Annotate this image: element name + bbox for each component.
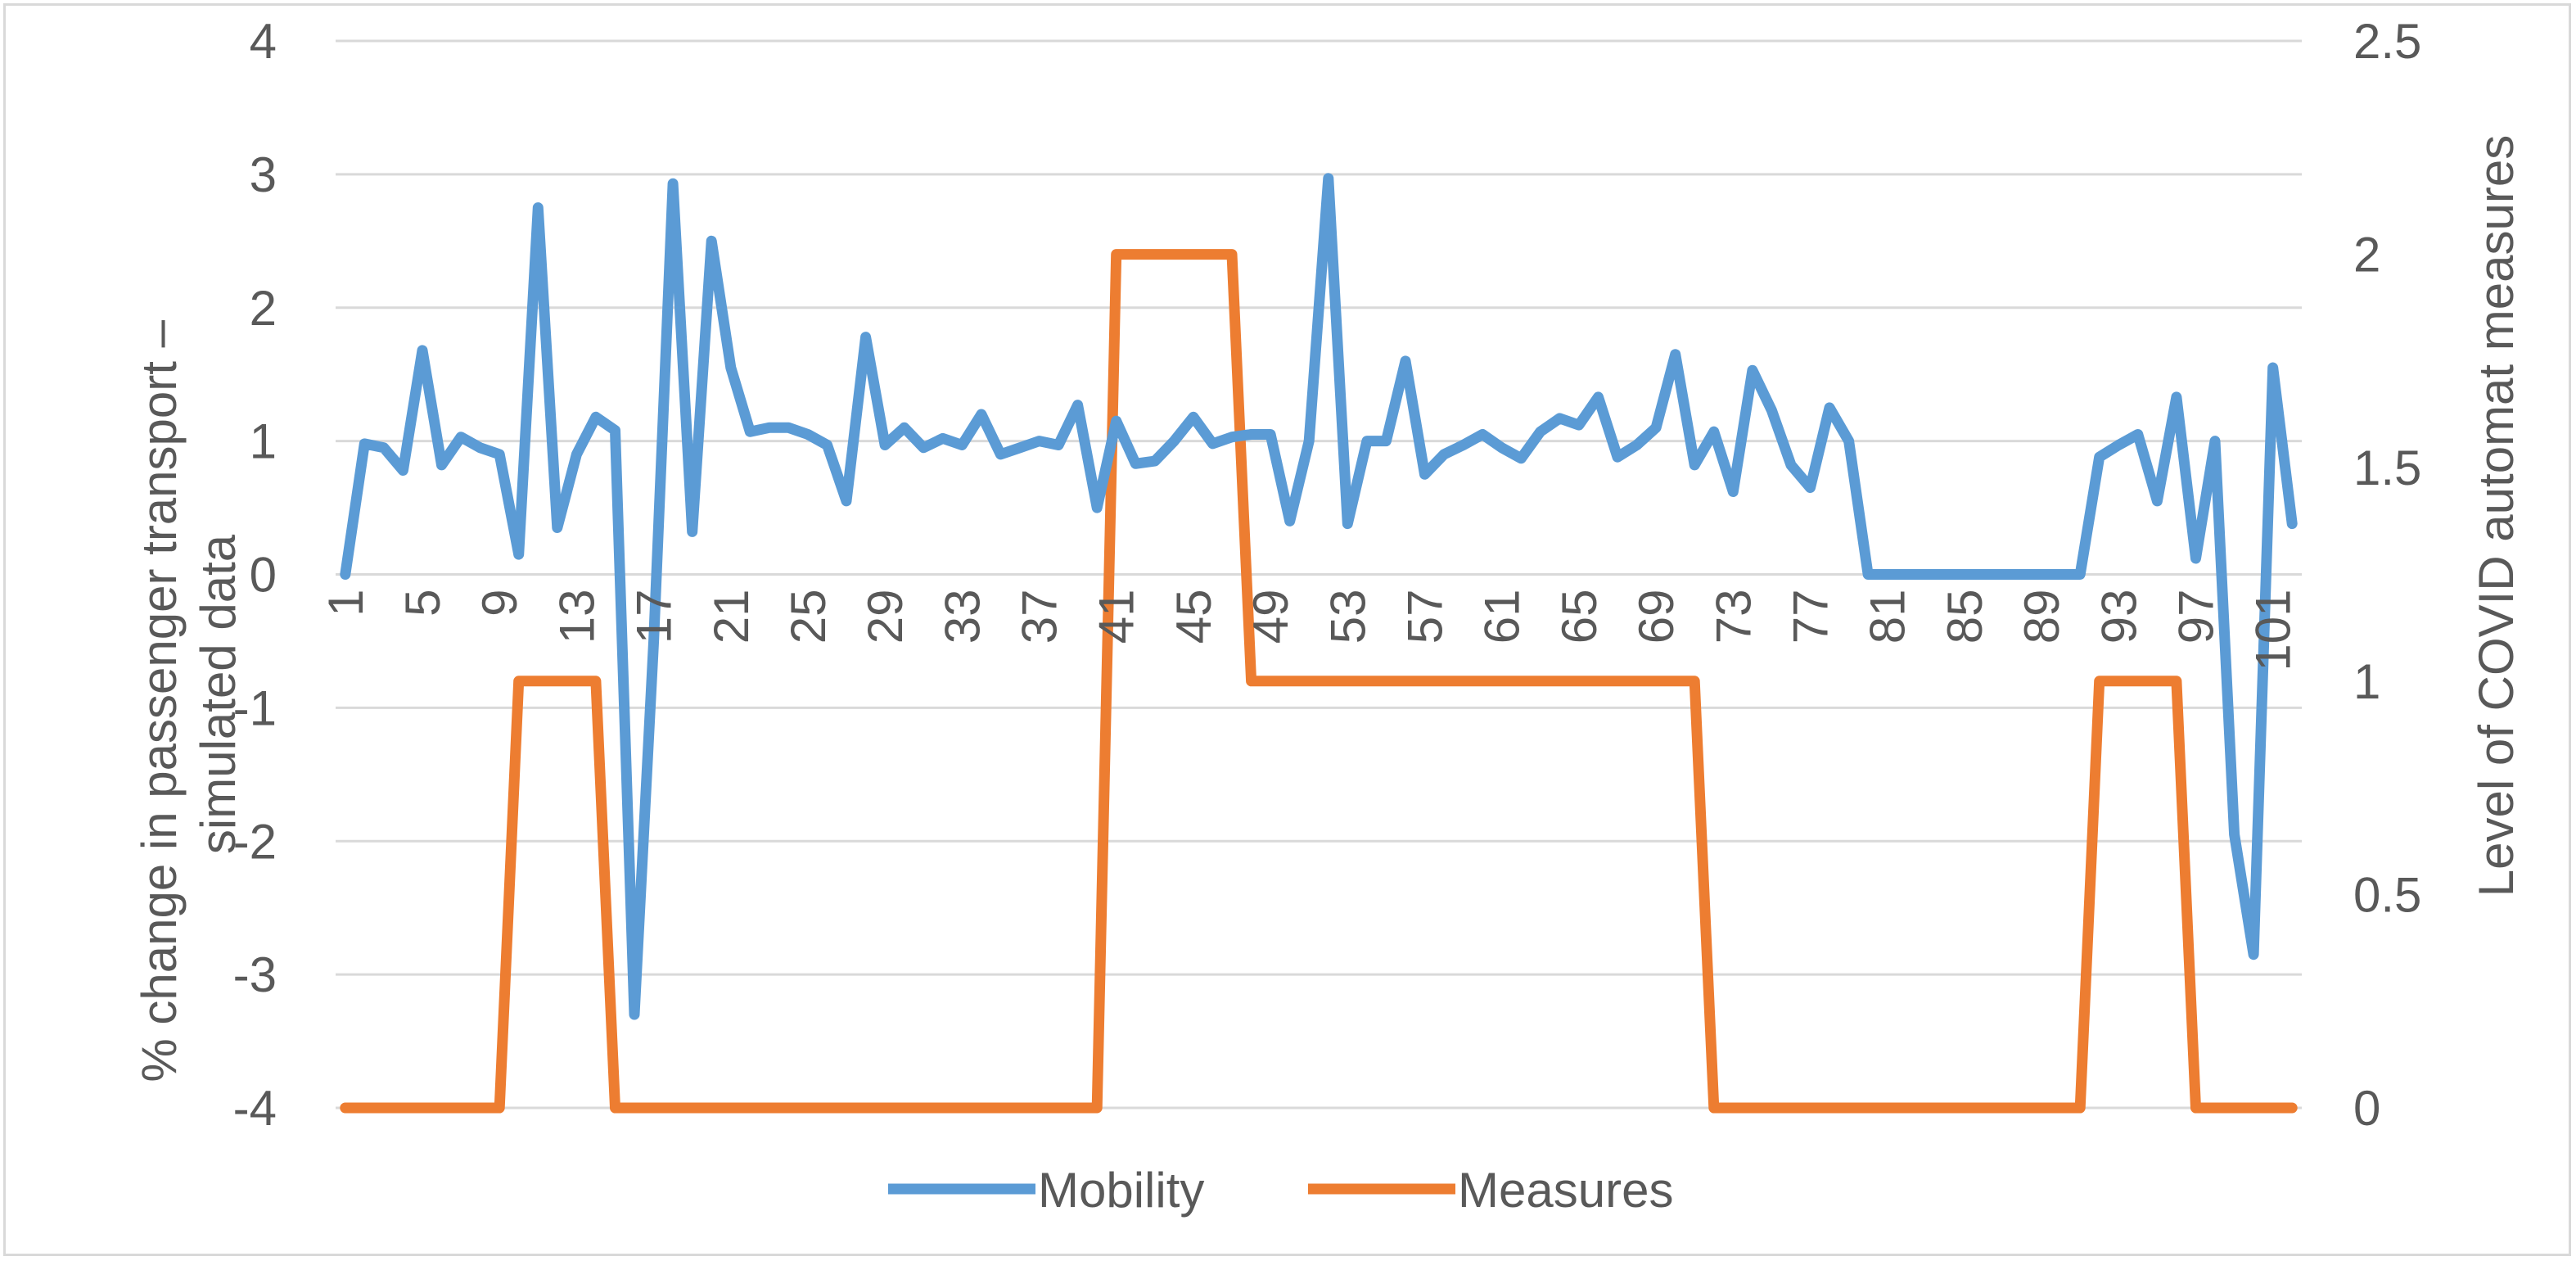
x-tick-label: 53 xyxy=(1320,590,1375,644)
y2-axis-ticks: 2.5 2 1.5 1 0.5 0 xyxy=(2353,14,2421,1136)
series-lines xyxy=(340,173,2298,1114)
series-line-mobility xyxy=(340,173,2298,1020)
legend: Mobility Measures xyxy=(888,1163,1673,1218)
y2-tick-label: 0 xyxy=(2353,1081,2380,1136)
y2-tick-label: 1.5 xyxy=(2353,441,2421,495)
y2-tick-label: 2.5 xyxy=(2353,14,2421,69)
x-tick-label: 45 xyxy=(1166,590,1221,644)
x-tick-label: 93 xyxy=(2091,590,2146,644)
x-tick-label: 25 xyxy=(781,589,836,644)
y-tick-label: 4 xyxy=(250,14,277,69)
x-tick-label: 57 xyxy=(1398,590,1453,644)
x-tick-label: 37 xyxy=(1013,590,1067,644)
x-tick-label: 77 xyxy=(1784,590,1838,644)
x-tick-label: 69 xyxy=(1629,590,1684,644)
x-tick-label: 73 xyxy=(1706,590,1761,644)
y-tick-label: 0 xyxy=(250,548,277,603)
y2-tick-label: 1 xyxy=(2353,654,2380,709)
y-axis-title-line-1: % change in passenger transport – xyxy=(132,319,187,1082)
y-axis-title: % change in passenger transport – simula… xyxy=(132,306,246,1082)
x-tick-label: 49 xyxy=(1243,590,1298,644)
x-tick-label: 41 xyxy=(1089,590,1144,644)
x-tick-label: 85 xyxy=(1938,590,1992,644)
y-tick-label: -2 xyxy=(233,814,277,869)
y-tick-label: -4 xyxy=(233,1081,277,1136)
y2-axis-title: Level of COVID automat measures xyxy=(2469,135,2524,897)
chart-frame xyxy=(3,3,2571,1256)
y-tick-label: -3 xyxy=(233,947,277,1002)
x-tick-label: 65 xyxy=(1552,590,1607,644)
legend-label-mobility: Mobility xyxy=(1038,1163,1204,1218)
y-tick-label: 3 xyxy=(250,147,277,202)
x-tick-label: 21 xyxy=(704,590,759,644)
x-tick-label: 13 xyxy=(549,590,604,644)
x-tick-label: 97 xyxy=(2168,590,2223,644)
x-tick-label: 81 xyxy=(1861,590,1915,644)
y-tick-label: 1 xyxy=(250,414,277,469)
y-tick-label: -1 xyxy=(233,680,277,735)
y-axis-ticks: 4 3 2 1 0 -1 -2 -3 -4 xyxy=(233,14,277,1136)
legend-label-measures: Measures xyxy=(1458,1163,1673,1218)
x-tick-label: 89 xyxy=(2014,590,2069,644)
x-axis-ticks: 1 5 9 13 17 21 25 29 33 37 41 45 49 53 57 61 65 69 73 77 81 8… xyxy=(318,589,2301,671)
y-axis-title-line-2: simulated data xyxy=(191,534,246,854)
x-tick-label: 61 xyxy=(1475,590,1530,644)
x-tick-label: 9 xyxy=(472,590,527,617)
x-tick-label: 29 xyxy=(858,590,913,644)
x-tick-label: 101 xyxy=(2246,590,2301,671)
x-tick-label: 17 xyxy=(627,590,682,644)
y-tick-label: 2 xyxy=(250,281,277,336)
y2-tick-label: 2 xyxy=(2353,228,2380,282)
x-tick-label: 1 xyxy=(318,590,373,617)
x-tick-label: 33 xyxy=(935,590,990,644)
series-line-measures xyxy=(340,249,2298,1114)
y2-tick-label: 0.5 xyxy=(2353,867,2421,922)
x-tick-label: 5 xyxy=(395,590,450,617)
